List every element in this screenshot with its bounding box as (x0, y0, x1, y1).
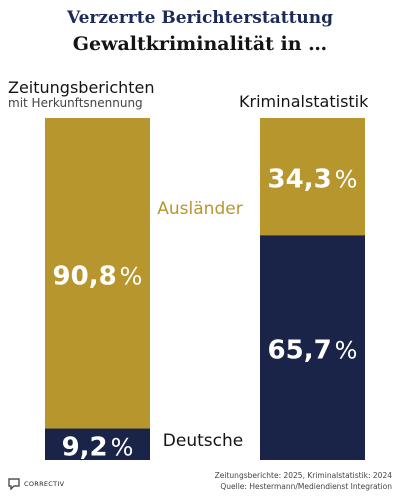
value-label: 9,2% (62, 432, 134, 462)
source-note: Zeitungsberichte: 2025, Kriminalstatisti… (215, 470, 392, 492)
value-label: 65,7% (268, 336, 358, 366)
source-line-1: Zeitungsberichte: 2025, Kriminalstatisti… (214, 471, 392, 480)
speech-bubble-icon (8, 478, 20, 490)
legend-auslaender: Ausländer (157, 199, 242, 219)
bar-segment-auslaender-zeitung (45, 118, 150, 429)
source-line-2: Quelle: Hestermann/Mediendienst Integrat… (220, 482, 392, 491)
left-column-title: Zeitungsberichten (8, 78, 155, 97)
legend-deutsche: Deutsche (163, 431, 243, 451)
value-label: 90,8% (53, 261, 143, 291)
bar-segment-deutsche-zeitung (45, 428, 150, 460)
right-column-title: Kriminalstatistik (239, 92, 369, 111)
logo-text: CORRECTIV (24, 480, 65, 488)
bar-segment-deutsche-statistik (260, 235, 365, 460)
left-column-subtitle: mit Herkunftsnennung (8, 96, 143, 110)
chart-subtitle: Gewaltkriminalität in … (72, 33, 328, 55)
chart-title: Verzerrte Berichterstattung (66, 8, 334, 28)
value-label: 34,3% (268, 165, 358, 195)
correctiv-logo: CORRECTIV (8, 478, 64, 490)
bar-segment-auslaender-statistik (260, 118, 365, 236)
